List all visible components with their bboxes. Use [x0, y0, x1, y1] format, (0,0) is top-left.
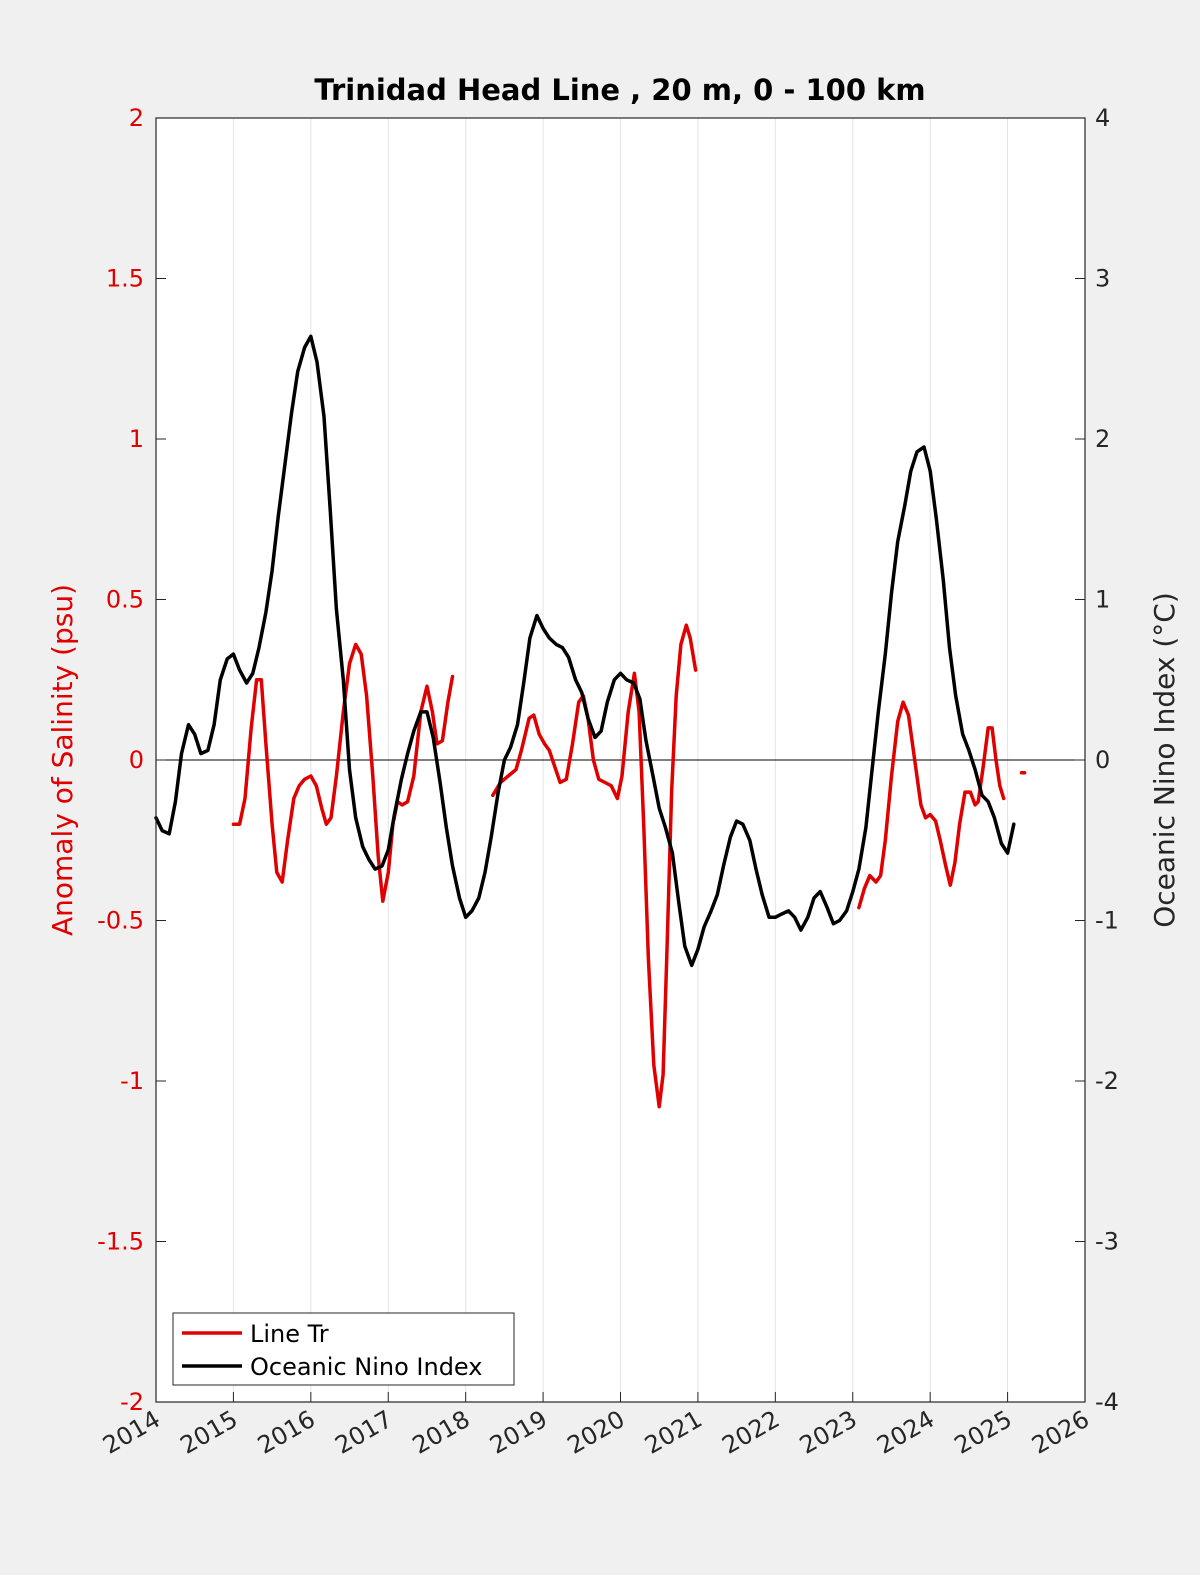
legend: Line Tr Oceanic Nino Index [172, 1312, 515, 1386]
y-left-tick-label: -0.5 [97, 907, 144, 935]
series-segment [857, 700, 1006, 910]
series-segment [154, 334, 1016, 968]
y-right-tick-label: -3 [1095, 1228, 1119, 1256]
series-oceanic-nino-index [154, 334, 1016, 968]
series-line-tr [231, 623, 1027, 1109]
y-right-tick-label: 1 [1095, 586, 1110, 614]
y-left-tick-label: -1.5 [97, 1228, 144, 1256]
legend-label-line-tr: Line Tr [250, 1320, 329, 1348]
y-right-tick-label: 3 [1095, 265, 1110, 293]
chart-title: Trinidad Head Line , 20 m, 0 - 100 km [314, 73, 925, 107]
y-right-tick-label: 0 [1095, 746, 1110, 774]
y-left-tick-label: 1.5 [106, 265, 144, 293]
y-axis-right-label: Oceanic Nino Index (°C) [1148, 592, 1181, 928]
y-right-tick-label: 2 [1095, 425, 1110, 453]
y-right-tick-label: -2 [1095, 1067, 1119, 1095]
y-right-tick-label: 4 [1095, 104, 1110, 132]
y-right-tick-label: -1 [1095, 907, 1119, 935]
series-segment [491, 623, 698, 1109]
y-right-tick-label: -4 [1095, 1388, 1119, 1416]
series-layer [154, 334, 1027, 1109]
y-left-tick-label: 0 [129, 746, 144, 774]
y-left-tick-label: 1 [129, 425, 144, 453]
y-left-tick-label: -2 [120, 1388, 144, 1416]
y-left-tick-label: -1 [120, 1067, 144, 1095]
y-left-tick-label: 2 [129, 104, 144, 132]
legend-label-oni: Oceanic Nino Index [250, 1353, 482, 1381]
y-left-tick-label: 0.5 [106, 586, 144, 614]
y-axis-left-label: Anomaly of Salinity (psu) [46, 584, 79, 936]
series-segment [231, 642, 455, 903]
legend-box [172, 1312, 515, 1386]
